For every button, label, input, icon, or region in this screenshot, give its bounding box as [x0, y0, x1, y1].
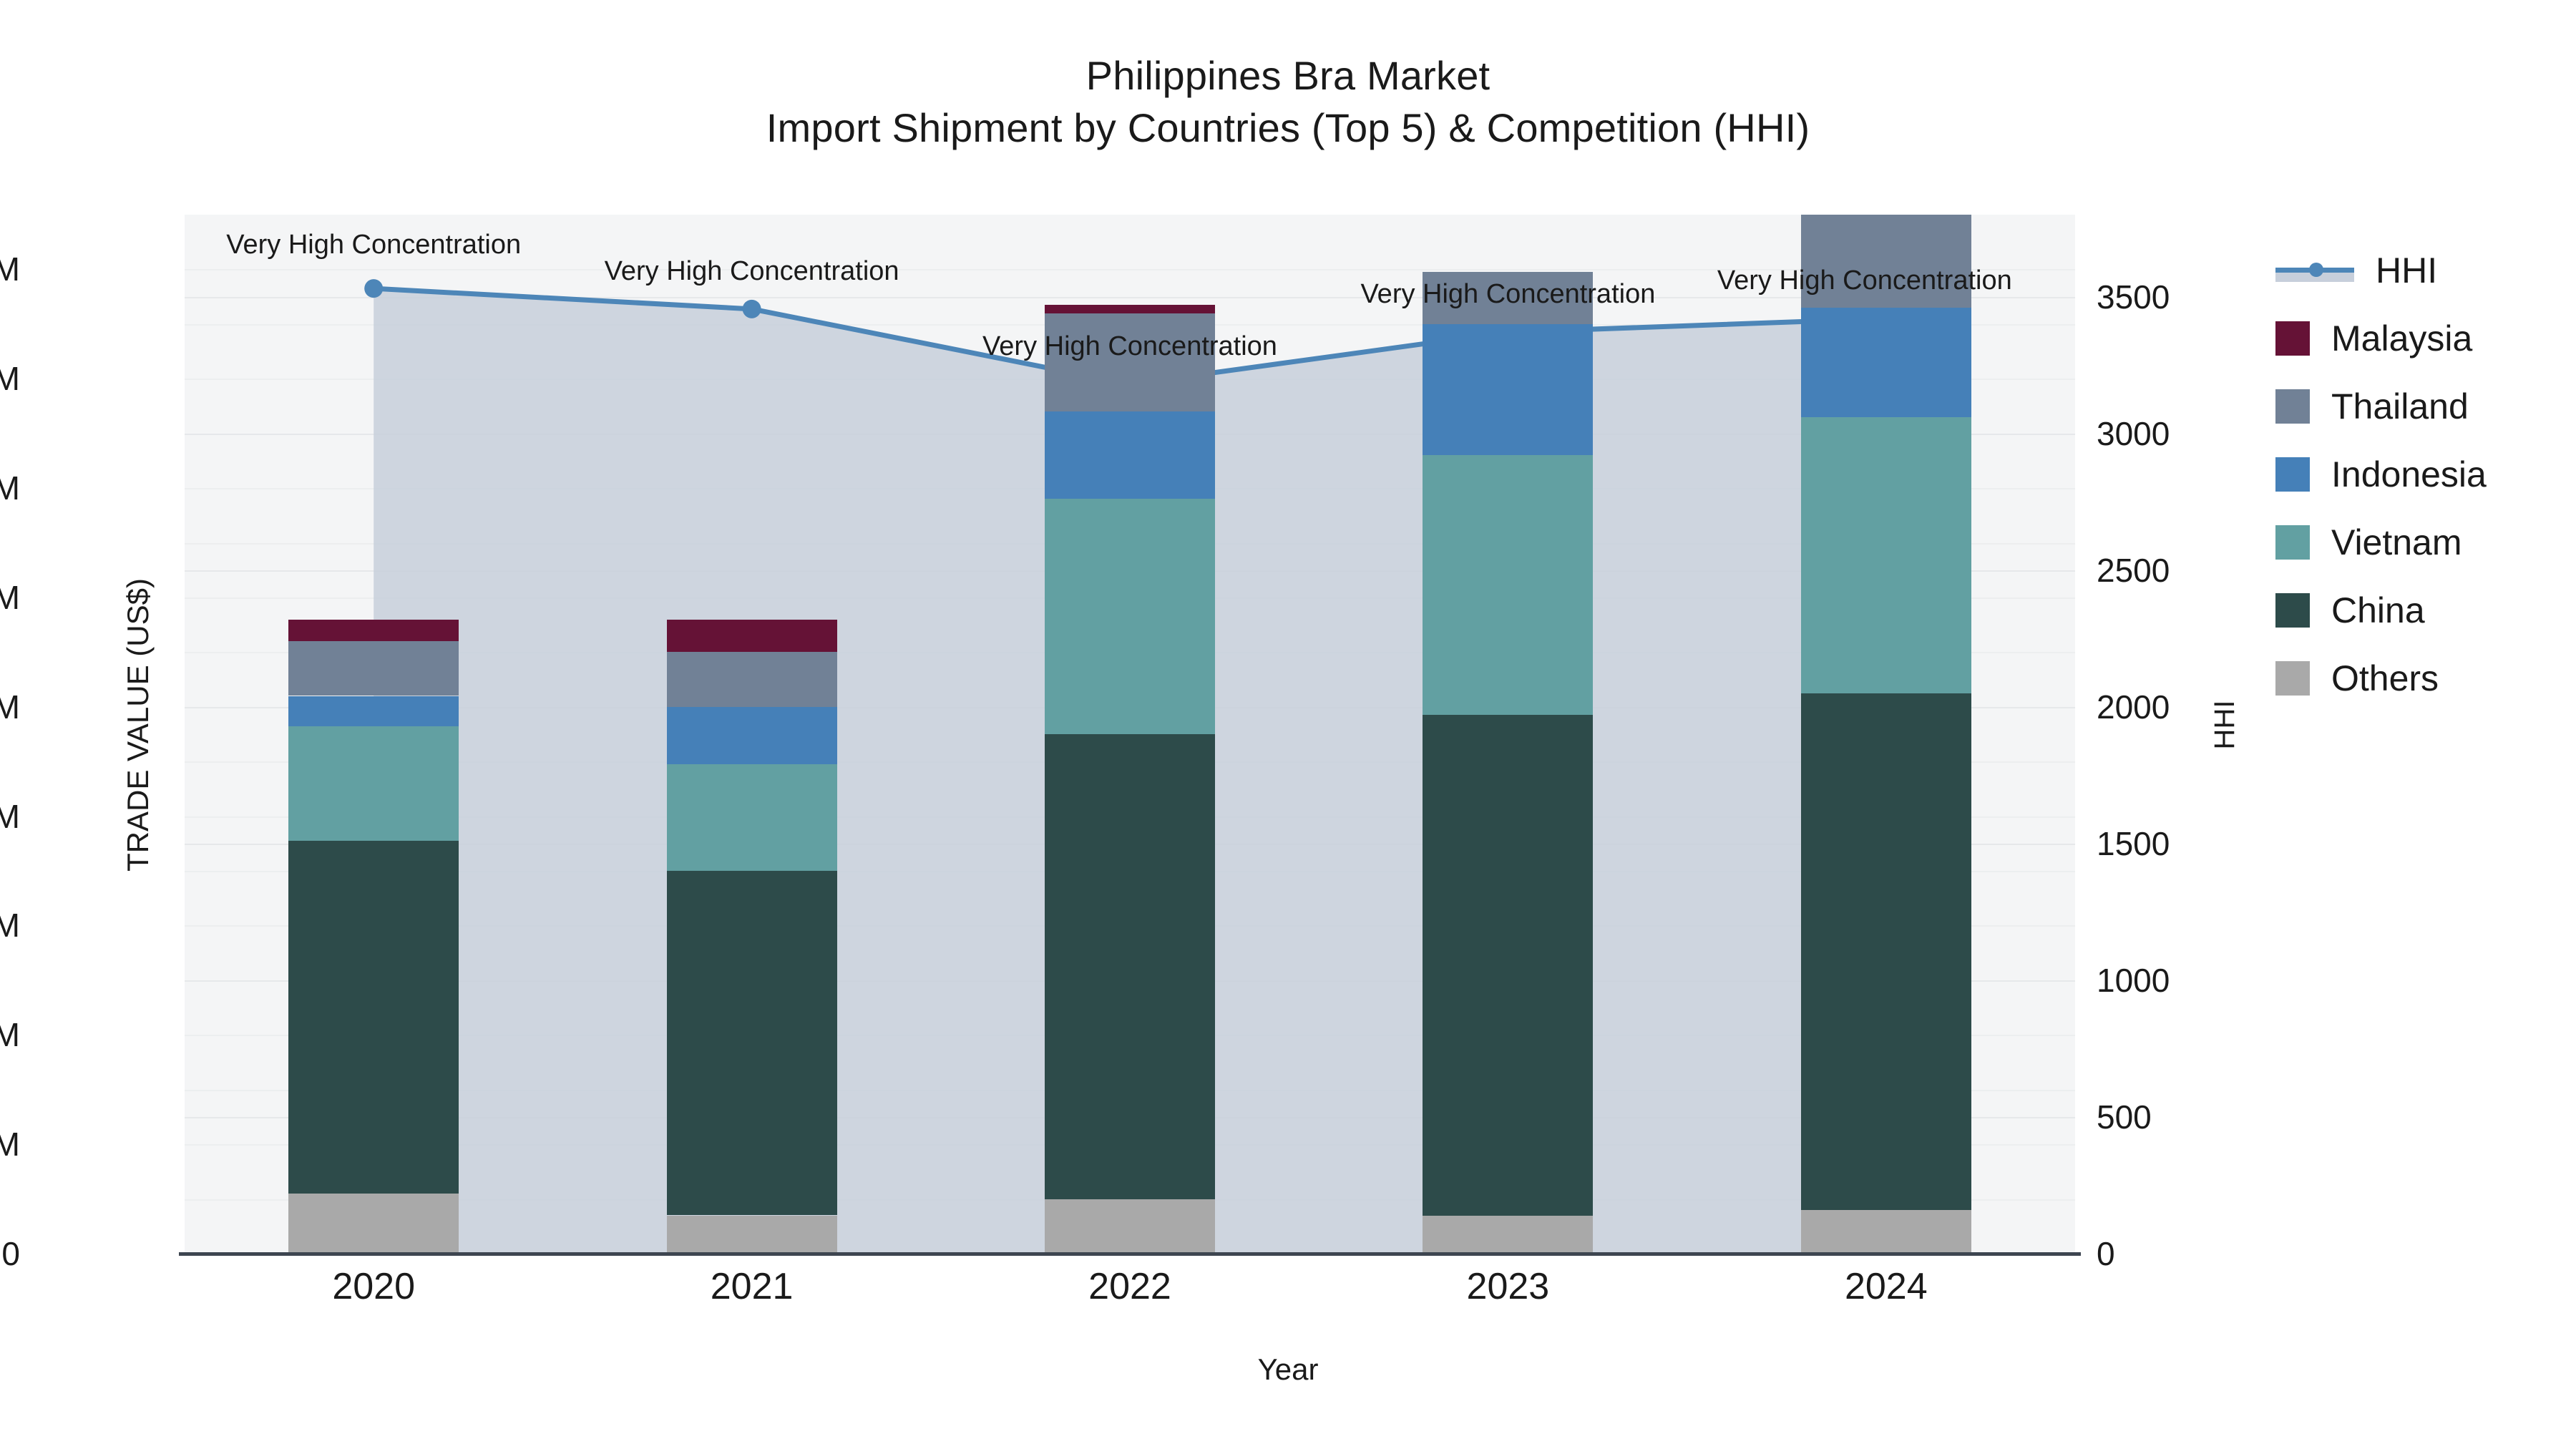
- y-axis-left-tick: 12M: [0, 578, 20, 616]
- chart-subtitle: Import Shipment by Countries (Top 5) & C…: [766, 104, 1810, 150]
- legend-item-vietnam[interactable]: Vietnam: [2275, 508, 2487, 576]
- legend-swatch: [2275, 592, 2310, 628]
- concentration-annotation: Very High Concentration: [1360, 279, 1656, 310]
- x-axis-tick: 2020: [332, 1266, 416, 1307]
- y-axis-right-tick: 1500: [2097, 824, 2170, 862]
- legend-swatch: [2275, 660, 2310, 696]
- bar-segment-vietnam[interactable]: [666, 764, 837, 872]
- bar-segment-malaysia[interactable]: [1045, 305, 1215, 313]
- legend-label: China: [2331, 590, 2425, 630]
- y-axis-left-label: TRADE VALUE (US$): [120, 577, 155, 872]
- bar-segment-vietnam[interactable]: [1045, 499, 1215, 734]
- y-axis-left-tick: 18M: [0, 250, 20, 288]
- concentration-annotation: Very High Concentration: [226, 230, 522, 260]
- bar-stack[interactable]: [666, 215, 837, 1254]
- bar-segment-china[interactable]: [1423, 715, 1594, 1216]
- bar-segment-malaysia[interactable]: [288, 619, 459, 642]
- bar-segment-malaysia[interactable]: [666, 619, 837, 653]
- concentration-annotation: Very High Concentration: [604, 255, 899, 286]
- bar-stack[interactable]: [1800, 215, 1971, 1254]
- bar-segment-thailand[interactable]: [1423, 272, 1594, 324]
- y-axis-left-tick: 8M: [0, 797, 20, 835]
- legend-label: HHI: [2376, 250, 2438, 291]
- bar-segment-others[interactable]: [1423, 1215, 1594, 1254]
- legend-item-indonesia[interactable]: Indonesia: [2275, 440, 2487, 508]
- bar-segment-thailand[interactable]: [1045, 313, 1215, 412]
- y-axis-left-tick: 2M: [0, 1126, 20, 1163]
- legend-item-thailand[interactable]: Thailand: [2275, 372, 2487, 440]
- page-title: Philippines Bra Market: [1085, 53, 1491, 98]
- chart-title-block: Philippines Bra Market Import Shipment b…: [0, 50, 2576, 155]
- y-axis-right-tick: 2000: [2097, 688, 2170, 726]
- bar-segment-vietnam[interactable]: [1423, 455, 1594, 716]
- legend-label: Thailand: [2331, 386, 2469, 426]
- legend-item-hhi[interactable]: HHI: [2275, 236, 2487, 304]
- x-axis-tick: 2021: [710, 1266, 794, 1307]
- x-axis-tick: 2022: [1088, 1266, 1171, 1307]
- bar-segment-china[interactable]: [288, 841, 459, 1194]
- bar-segment-china[interactable]: [666, 871, 837, 1216]
- y-axis-right-tick: 1000: [2097, 961, 2170, 999]
- legend-line-marker: [2275, 253, 2354, 288]
- y-axis-left-tick: 6M: [0, 907, 20, 945]
- bar-segment-indonesia[interactable]: [1045, 411, 1215, 499]
- bar-segment-others[interactable]: [288, 1193, 459, 1254]
- bar-segment-vietnam[interactable]: [288, 726, 459, 841]
- legend-item-others[interactable]: Others: [2275, 644, 2487, 712]
- legend: HHI Malaysia Thailand Indonesia Vietnam China…: [2275, 236, 2487, 712]
- bar-segment-others[interactable]: [1045, 1199, 1215, 1254]
- y-axis-right-tick: 3500: [2097, 278, 2170, 316]
- legend-swatch: [2275, 525, 2310, 560]
- legend-item-china[interactable]: China: [2275, 576, 2487, 644]
- legend-swatch: [2275, 389, 2310, 424]
- bar-segment-china[interactable]: [1800, 693, 1971, 1210]
- bar-stack[interactable]: [288, 215, 459, 1254]
- bar-segment-indonesia[interactable]: [1800, 307, 1971, 417]
- bar-segment-thailand[interactable]: [666, 652, 837, 707]
- y-axis-right-tick: 3000: [2097, 414, 2170, 452]
- bar-segment-indonesia[interactable]: [288, 696, 459, 726]
- bar-segment-thailand[interactable]: [1800, 215, 1971, 308]
- legend-label: Others: [2331, 658, 2439, 698]
- legend-swatch: [2275, 457, 2310, 492]
- plot-area: [185, 215, 2075, 1254]
- y-axis-right-tick: 2500: [2097, 551, 2170, 589]
- legend-label: Indonesia: [2331, 454, 2487, 494]
- y-axis-left-tick: 4M: [0, 1016, 20, 1054]
- concentration-annotation: Very High Concentration: [982, 331, 1277, 361]
- legend-swatch: [2275, 321, 2310, 356]
- legend-item-malaysia[interactable]: Malaysia: [2275, 304, 2487, 372]
- bar-stack[interactable]: [1423, 215, 1594, 1254]
- y-axis-right-label: HHI: [2208, 700, 2240, 749]
- bar-segment-indonesia[interactable]: [1423, 323, 1594, 456]
- x-axis-tick: 2024: [1844, 1266, 1928, 1307]
- x-axis-label: Year: [1257, 1352, 1319, 1386]
- concentration-annotation: Very High Concentration: [1717, 265, 2012, 296]
- y-axis-right-tick: 500: [2097, 1098, 2152, 1136]
- bar-segment-china[interactable]: [1045, 734, 1215, 1199]
- bar-segment-indonesia[interactable]: [666, 706, 837, 765]
- bar-segment-vietnam[interactable]: [1800, 416, 1971, 693]
- y-axis-left-tick: 14M: [0, 469, 20, 507]
- legend-label: Malaysia: [2331, 318, 2473, 358]
- x-axis-line: [179, 1252, 2081, 1256]
- bar-segment-thailand[interactable]: [288, 641, 459, 696]
- y-axis-left-tick: 0: [1, 1235, 20, 1272]
- y-axis-left-tick: 16M: [0, 360, 20, 398]
- legend-label: Vietnam: [2331, 522, 2462, 562]
- gridline: [185, 269, 2075, 271]
- y-axis-right-tick: 0: [2097, 1235, 2115, 1272]
- bar-segment-others[interactable]: [1800, 1209, 1971, 1254]
- x-axis-tick: 2023: [1466, 1266, 1550, 1307]
- y-axis-left-tick: 10M: [0, 688, 20, 726]
- bar-stack[interactable]: [1045, 215, 1215, 1254]
- bar-segment-others[interactable]: [666, 1215, 837, 1254]
